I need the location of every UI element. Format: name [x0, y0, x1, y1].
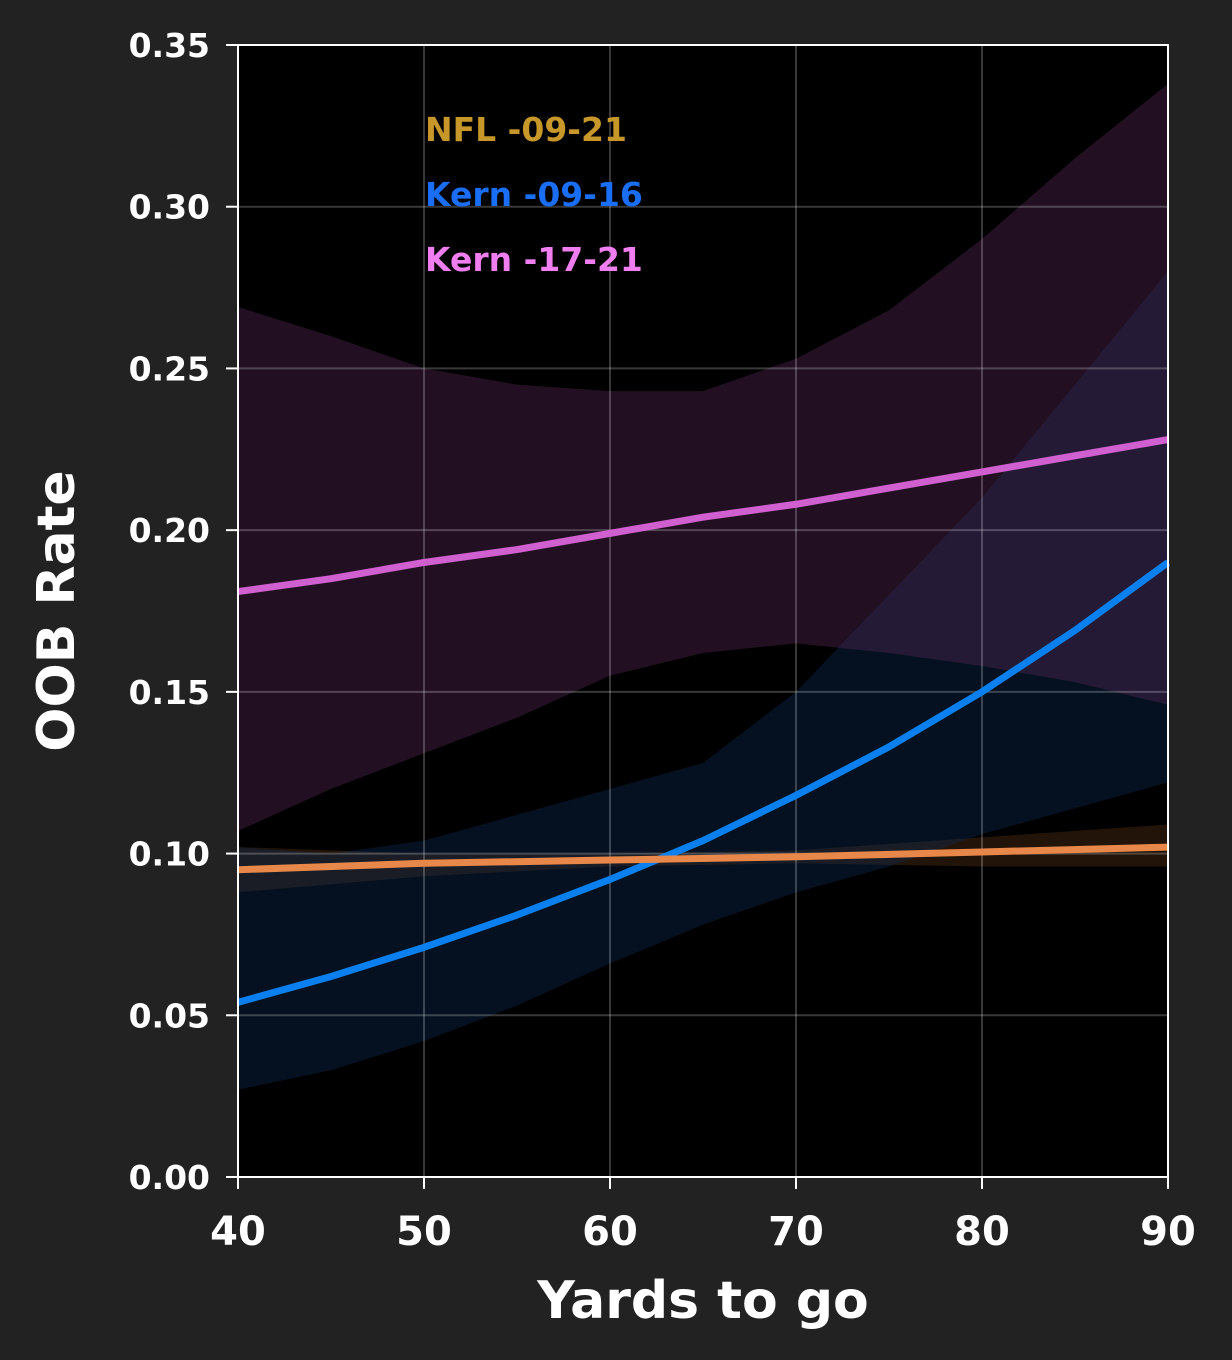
- y-tick-label-0-10: 0.10: [129, 835, 210, 874]
- x-tick-label-70: 70: [768, 1209, 824, 1255]
- legend: NFL -09-21 Kern -09-16 Kern -17-21: [425, 110, 643, 279]
- plot-area: [238, 45, 1168, 1177]
- x-tick-label-90: 90: [1140, 1209, 1196, 1255]
- y-tick-label-0-25: 0.25: [129, 349, 210, 388]
- x-tick-label-80: 80: [954, 1209, 1010, 1255]
- y-tick-label-0-15: 0.15: [129, 673, 210, 712]
- legend-entry-kern-09-16: Kern -09-16: [425, 175, 643, 214]
- series-lines: [237, 436, 1171, 1006]
- band-kern-17-21: [238, 83, 1168, 831]
- line-kern-09-16: [237, 559, 1171, 1006]
- y-tick-label-0-20: 0.20: [129, 511, 210, 550]
- y-tick-label-0-05: 0.05: [129, 996, 210, 1035]
- legend-entry-nfl-09-21: NFL -09-21: [425, 110, 627, 149]
- x-axis-ticks: 40 50 60 70 80 90: [210, 1177, 1196, 1255]
- y-axis-ticks: 0.00 0.05 0.10 0.15 0.20 0.25 0.30 0.35: [129, 26, 238, 1197]
- line-kern-17-21: [237, 436, 1169, 596]
- x-tick-label-40: 40: [210, 1209, 266, 1255]
- y-tick-label-0-30: 0.30: [129, 188, 210, 227]
- plot-frame: [237, 44, 1169, 1178]
- y-tick-label-0-35: 0.35: [129, 26, 210, 65]
- x-axis-title: Yards to go: [536, 1271, 869, 1331]
- x-tick-label-50: 50: [396, 1209, 452, 1255]
- band-kern-09-16: [238, 271, 1168, 1090]
- line-nfl-09-21: [237, 843, 1169, 874]
- legend-entry-kern-17-21: Kern -17-21: [425, 240, 643, 279]
- y-tick-label-0-00: 0.00: [129, 1158, 210, 1197]
- x-tick-label-60: 60: [582, 1209, 638, 1255]
- y-axis-title: OOB Rate: [27, 470, 87, 751]
